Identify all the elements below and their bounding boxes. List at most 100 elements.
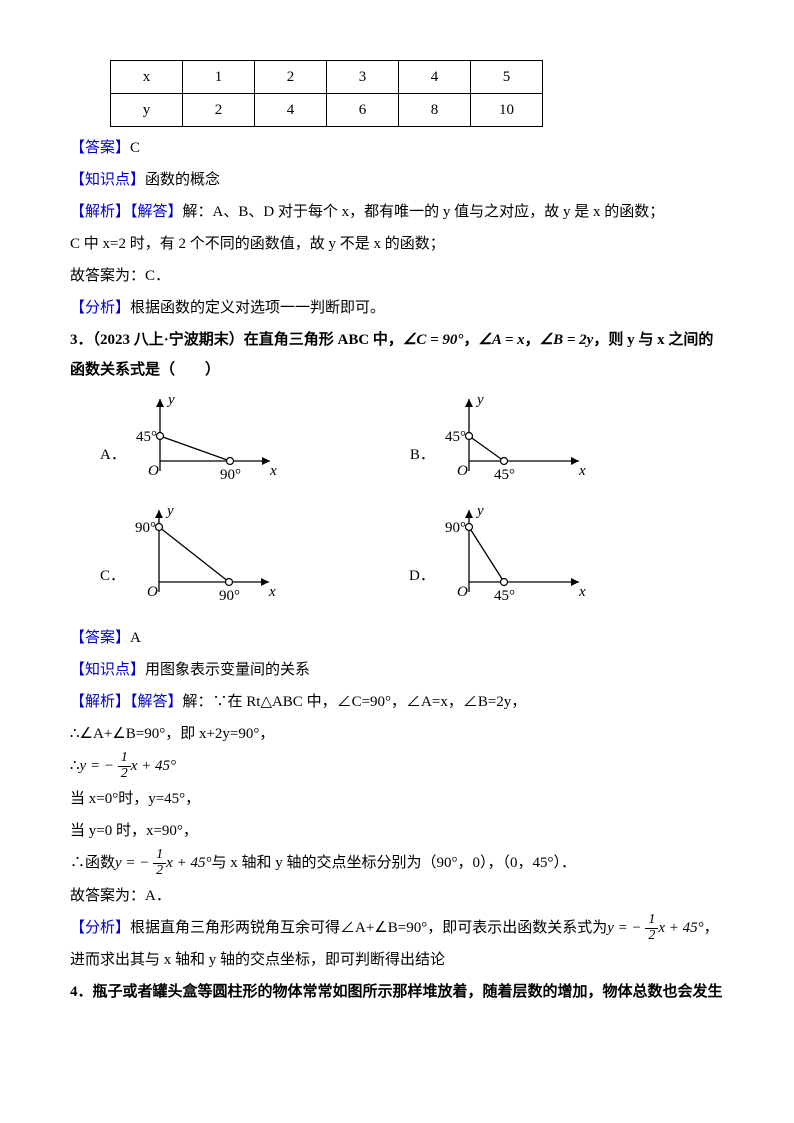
e3b: y = − bbox=[80, 758, 118, 774]
svg-text:y: y bbox=[475, 503, 484, 519]
explain-label: 【解析】【解答】 bbox=[70, 204, 183, 220]
q3-math: ∠B = 2y bbox=[540, 332, 594, 348]
cell: 1 bbox=[183, 61, 255, 94]
explain-line3: 故答案为：C． bbox=[70, 261, 724, 291]
analysis-2b: 进而求出其与 x 轴和 y 轴的交点坐标，即可判断得出结论 bbox=[70, 945, 724, 975]
q3-stem: 3．（2023 八上·宁波期末）在直角三角形 ABC 中，∠C = 90°，∠A… bbox=[70, 325, 724, 385]
e6d: 与 x 轴和 y 轴的交点坐标分别为（90°，0），（0，45°）． bbox=[211, 855, 576, 871]
answer-line: 【答案】C bbox=[70, 133, 724, 163]
q3-math: ∠A = x bbox=[478, 332, 524, 348]
e3: ∴y = − 12x + 45° bbox=[70, 751, 724, 782]
kp-line-2: 【知识点】用图象表示变量间的关系 bbox=[70, 655, 724, 685]
fig-ylab: 45° bbox=[136, 429, 157, 445]
opt-label-B: B． bbox=[410, 440, 435, 496]
a1c: x + 45° bbox=[658, 920, 703, 936]
fig-A: 45° 90° y x O bbox=[130, 391, 280, 496]
q4-stem: 4．瓶子或者罐头盒等圆柱形的物体常常如图所示那样堆放着，随着层数的增加，物体总数… bbox=[70, 977, 724, 1007]
table-row: y 2 4 6 8 10 bbox=[111, 94, 543, 127]
cell: 2 bbox=[183, 94, 255, 127]
cell: 3 bbox=[327, 61, 399, 94]
answer-value: A bbox=[130, 630, 141, 646]
e5: 当 y=0 时，x=90°， bbox=[70, 816, 724, 846]
e3a: ∴ bbox=[70, 758, 80, 774]
analysis-2a: 【分析】根据直角三角形两锐角互余可得∠A+∠B=90°，即可表示出函数关系式为y… bbox=[70, 913, 724, 944]
analysis-label: 【分析】 bbox=[70, 920, 130, 936]
e6a: ∴函数 bbox=[70, 855, 115, 871]
fig-ylab: 45° bbox=[445, 429, 466, 445]
fig-C: 90° 90° y x O bbox=[129, 502, 279, 617]
sep: ， bbox=[463, 332, 478, 348]
e2: ∴∠A+∠B=90°，即 x+2y=90°， bbox=[70, 719, 724, 749]
frac-half: 12 bbox=[645, 913, 658, 943]
a1b: y = − bbox=[607, 920, 645, 936]
explain-line2: C 中 x=2 时，有 2 个不同的函数值，故 y 不是 x 的函数； bbox=[70, 229, 724, 259]
diagram-row-1: A． 45° 90° y x O B． 45° 45° y bbox=[100, 391, 724, 496]
cell: 2 bbox=[255, 61, 327, 94]
svg-text:x: x bbox=[578, 463, 586, 479]
svg-text:y: y bbox=[475, 392, 484, 408]
kp-text: 函数的概念 bbox=[145, 172, 220, 188]
opt-label-C: C． bbox=[100, 561, 125, 617]
table-row: x 1 2 3 4 5 bbox=[111, 61, 543, 94]
cell: x bbox=[111, 61, 183, 94]
svg-text:x: x bbox=[268, 584, 276, 600]
kp-label: 【知识点】 bbox=[70, 662, 145, 678]
analysis-label: 【分析】 bbox=[70, 300, 130, 316]
svg-text:O: O bbox=[457, 463, 468, 479]
svg-text:y: y bbox=[166, 392, 175, 408]
option-C: C． 90° 90° y x O bbox=[100, 502, 279, 617]
e4: 当 x=0°时，y=45°， bbox=[70, 784, 724, 814]
diagram-row-2: C． 90° 90° y x O D． 90° 45° y bbox=[100, 502, 724, 617]
frac-half: 12 bbox=[153, 848, 166, 878]
a1a: 根据直角三角形两锐角互余可得∠A+∠B=90°，即可表示出函数关系式为 bbox=[130, 920, 607, 936]
e6: ∴函数y = − 12x + 45°与 x 轴和 y 轴的交点坐标分别为（90°… bbox=[70, 848, 724, 879]
analysis-text: 根据函数的定义对选项一一判断即可。 bbox=[130, 300, 385, 316]
answer-label: 【答案】 bbox=[70, 630, 130, 646]
option-D: D． 90° 45° y x O bbox=[409, 502, 589, 617]
fig-xlab: 90° bbox=[220, 467, 241, 483]
fig-D: 90° 45° y x O bbox=[439, 502, 589, 617]
e6c: x + 45° bbox=[166, 855, 211, 871]
svg-text:y: y bbox=[165, 503, 174, 519]
e3c: x + 45° bbox=[131, 758, 176, 774]
svg-text:O: O bbox=[457, 584, 468, 600]
svg-text:O: O bbox=[147, 584, 158, 600]
cell: 4 bbox=[399, 61, 471, 94]
cell: 5 bbox=[471, 61, 543, 94]
fig-B: 45° 45° y x O bbox=[439, 391, 589, 496]
fig-ylab: 90° bbox=[135, 520, 156, 536]
cell: 4 bbox=[255, 94, 327, 127]
explain-label: 【解析】【解答】 bbox=[70, 694, 183, 710]
opt-label-D: D． bbox=[409, 561, 435, 617]
svg-text:x: x bbox=[269, 463, 277, 479]
xy-table: x 1 2 3 4 5 y 2 4 6 8 10 bbox=[110, 60, 543, 127]
cell: 6 bbox=[327, 94, 399, 127]
fig-xlab: 90° bbox=[219, 588, 240, 604]
sep: ， bbox=[525, 332, 540, 348]
fig-ylab: 90° bbox=[445, 520, 466, 536]
cell: y bbox=[111, 94, 183, 127]
kp-line: 【知识点】函数的概念 bbox=[70, 165, 724, 195]
option-A: A． 45° 90° y x O bbox=[100, 391, 280, 496]
q3-stem-a: 3．（2023 八上·宁波期末）在直角三角形 ABC 中， bbox=[70, 332, 403, 348]
option-B: B． 45° 45° y x O bbox=[410, 391, 589, 496]
e6b: y = − bbox=[115, 855, 153, 871]
kp-text: 用图象表示变量间的关系 bbox=[145, 662, 310, 678]
kp-label: 【知识点】 bbox=[70, 172, 145, 188]
a1d: ， bbox=[704, 920, 719, 936]
e7: 故答案为：A． bbox=[70, 881, 724, 911]
explain-text: 解：∵在 Rt△ABC 中，∠C=90°，∠A=x，∠B=2y， bbox=[183, 694, 527, 710]
answer-label: 【答案】 bbox=[70, 140, 130, 156]
explain-line-2a: 【解析】【解答】解：∵在 Rt△ABC 中，∠C=90°，∠A=x，∠B=2y， bbox=[70, 687, 724, 717]
q3-math: ∠C = 90° bbox=[403, 332, 464, 348]
fig-xlab: 45° bbox=[494, 588, 515, 604]
fig-xlab: 45° bbox=[494, 467, 515, 483]
answer-line-2: 【答案】A bbox=[70, 623, 724, 653]
explain-text: 解：A、B、D 对于每个 x，都有唯一的 y 值与之对应，故 y 是 x 的函数… bbox=[183, 204, 665, 220]
opt-label-A: A． bbox=[100, 440, 126, 496]
frac-half: 12 bbox=[118, 751, 131, 781]
analysis-line: 【分析】根据函数的定义对选项一一判断即可。 bbox=[70, 293, 724, 323]
cell: 10 bbox=[471, 94, 543, 127]
cell: 8 bbox=[399, 94, 471, 127]
svg-text:x: x bbox=[578, 584, 586, 600]
